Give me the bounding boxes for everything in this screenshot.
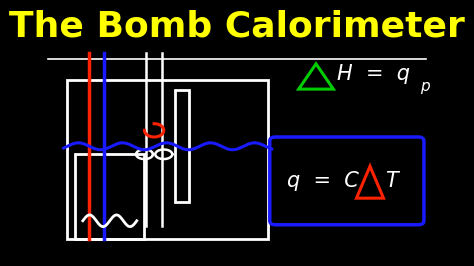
Bar xyxy=(175,90,189,202)
Text: The Bomb Calorimeter: The Bomb Calorimeter xyxy=(9,10,465,44)
Bar xyxy=(75,154,145,239)
Bar xyxy=(67,80,268,239)
Text: H  =  q: H = q xyxy=(337,64,410,85)
Text: p: p xyxy=(420,79,430,94)
Text: q  =  C: q = C xyxy=(287,171,359,191)
Text: T: T xyxy=(385,171,398,191)
